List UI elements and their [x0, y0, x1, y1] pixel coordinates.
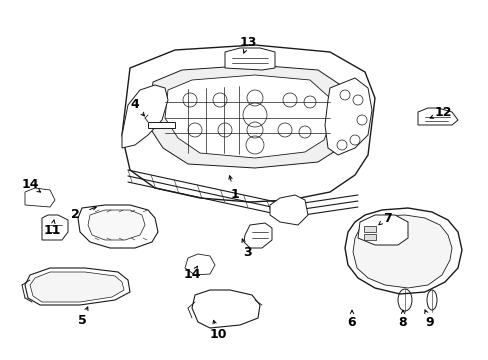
Text: 5: 5: [78, 314, 86, 327]
Polygon shape: [417, 108, 457, 125]
Polygon shape: [345, 208, 461, 294]
Polygon shape: [42, 215, 68, 240]
Polygon shape: [244, 223, 271, 248]
Polygon shape: [88, 210, 145, 240]
Polygon shape: [224, 48, 274, 70]
Polygon shape: [269, 195, 307, 225]
Polygon shape: [164, 75, 331, 158]
Polygon shape: [363, 234, 375, 240]
Polygon shape: [148, 65, 347, 168]
Polygon shape: [25, 268, 130, 305]
Text: 8: 8: [398, 315, 407, 328]
Text: 12: 12: [433, 107, 451, 120]
Text: 2: 2: [70, 208, 79, 221]
Text: 3: 3: [243, 246, 252, 258]
Text: 6: 6: [347, 315, 356, 328]
Polygon shape: [325, 78, 371, 155]
Text: 9: 9: [425, 315, 433, 328]
Polygon shape: [25, 188, 55, 207]
Text: 14: 14: [21, 179, 39, 192]
Polygon shape: [357, 215, 407, 245]
Text: 14: 14: [183, 269, 201, 282]
Polygon shape: [192, 290, 260, 328]
Polygon shape: [184, 254, 215, 275]
Polygon shape: [30, 272, 124, 302]
Polygon shape: [363, 226, 375, 232]
Polygon shape: [352, 215, 451, 288]
Text: 13: 13: [239, 36, 256, 49]
Text: 1: 1: [230, 189, 239, 202]
Polygon shape: [122, 85, 168, 148]
Text: 11: 11: [43, 224, 61, 237]
Polygon shape: [122, 45, 374, 202]
Text: 4: 4: [130, 99, 139, 112]
Text: 10: 10: [209, 328, 226, 342]
Polygon shape: [148, 122, 175, 128]
Text: 7: 7: [382, 211, 390, 225]
Polygon shape: [78, 205, 158, 248]
